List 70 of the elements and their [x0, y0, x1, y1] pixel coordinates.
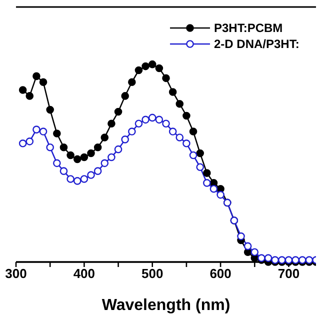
point [26, 92, 34, 100]
point [46, 143, 54, 152]
point [114, 108, 122, 116]
point [32, 72, 40, 80]
point [168, 88, 177, 96]
point [176, 100, 184, 108]
point [108, 120, 116, 128]
point [66, 175, 74, 183]
point [155, 116, 164, 124]
x-tick-label: 400 [73, 266, 96, 282]
point [114, 145, 122, 154]
point [121, 136, 129, 144]
point [210, 184, 218, 193]
point [196, 163, 204, 172]
point [73, 155, 82, 164]
point [162, 74, 170, 82]
point [155, 64, 164, 72]
point [80, 153, 88, 162]
x-tick-label: 300 [5, 266, 27, 282]
point [203, 179, 211, 187]
point [128, 78, 136, 86]
point [176, 134, 184, 142]
point [168, 128, 177, 136]
legend-label: P3HT:PCBM [214, 21, 283, 35]
point [182, 139, 190, 148]
point [100, 159, 109, 168]
point [250, 248, 259, 256]
point [80, 175, 88, 183]
point [189, 128, 198, 136]
point [148, 114, 156, 122]
point [148, 60, 156, 68]
point [108, 153, 116, 162]
point [121, 92, 129, 100]
point [162, 120, 170, 128]
legend-label: 2-D DNA/P3HT: [214, 37, 300, 51]
point [39, 78, 48, 86]
point [53, 130, 61, 138]
point [134, 120, 143, 128]
point [94, 143, 102, 152]
point [53, 159, 61, 168]
point [66, 151, 74, 160]
point [73, 177, 82, 185]
point [128, 128, 136, 136]
point [203, 169, 211, 177]
point [182, 112, 190, 120]
point [18, 139, 27, 148]
point [142, 116, 150, 124]
point [87, 149, 95, 158]
point [244, 242, 252, 250]
point [87, 171, 95, 179]
point [216, 190, 224, 199]
point [264, 254, 272, 262]
point [94, 167, 102, 175]
point [18, 86, 27, 94]
point [196, 149, 204, 158]
point [60, 143, 68, 152]
point [237, 232, 245, 240]
point [32, 126, 40, 134]
x-tick-label: 600 [210, 266, 232, 282]
point [189, 151, 198, 160]
point [100, 134, 109, 142]
x-tick-label: 700 [278, 266, 300, 282]
point [26, 138, 34, 146]
x-axis-title: Wavelength (nm) [102, 297, 230, 314]
point [60, 167, 68, 175]
point [39, 128, 48, 136]
point [134, 66, 143, 74]
point [142, 62, 150, 70]
x-tick-label: 500 [142, 266, 164, 282]
point [46, 106, 54, 114]
